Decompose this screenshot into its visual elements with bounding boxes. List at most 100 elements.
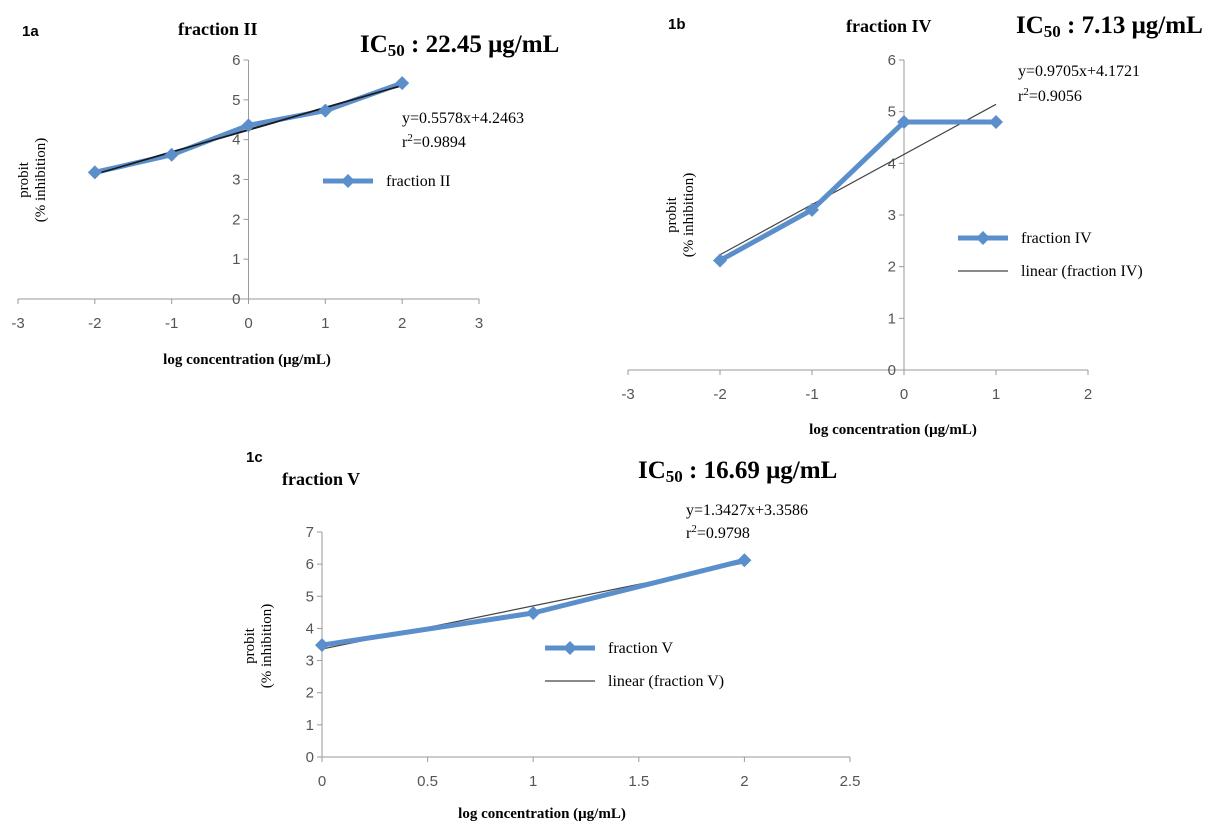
r-squared-prefix: r bbox=[402, 134, 408, 151]
y-tick-label: 4 bbox=[888, 155, 896, 172]
y-axis-title: probit(% inhibition) bbox=[664, 173, 697, 258]
x-tick-label: -2 bbox=[88, 315, 101, 332]
y-axis-title-line2: (% inhibition) bbox=[33, 138, 49, 223]
y-tick-label: 5 bbox=[232, 92, 240, 109]
data-point-marker bbox=[737, 553, 752, 568]
legend-marker bbox=[563, 641, 577, 655]
ic50-subscript: 50 bbox=[1044, 22, 1061, 41]
x-tick-label: -1 bbox=[805, 386, 818, 403]
x-tick-label: 0 bbox=[318, 773, 326, 790]
y-axis-title-line1: probit bbox=[242, 627, 258, 664]
r-squared-prefix: r bbox=[1018, 88, 1024, 105]
y-tick-label: 5 bbox=[306, 588, 314, 605]
trendline bbox=[719, 103, 997, 256]
y-tick-label: 2 bbox=[888, 259, 896, 276]
x-axis-title: log concentration (μg/mL) bbox=[458, 806, 626, 822]
r-squared-value: =0.9056 bbox=[1029, 88, 1082, 105]
data-point-marker bbox=[526, 606, 541, 620]
y-axis-title: probit(% inhibition) bbox=[16, 138, 49, 223]
r-squared-superscript: 2 bbox=[1023, 86, 1029, 98]
y-tick-label: 4 bbox=[306, 620, 314, 637]
x-tick-label: 2 bbox=[1084, 386, 1092, 403]
y-tick-label: 7 bbox=[306, 524, 314, 541]
x-tick-label: 0 bbox=[244, 315, 252, 332]
y-tick-label: 2 bbox=[306, 685, 314, 702]
ic50-value: : 7.13 μg/mL bbox=[1061, 12, 1203, 39]
r-squared: r2=0.9798 bbox=[686, 523, 750, 542]
data-point-marker bbox=[241, 118, 256, 133]
data-point-marker bbox=[989, 115, 1003, 129]
y-tick-label: 4 bbox=[232, 132, 240, 149]
ic50-prefix: IC bbox=[360, 31, 388, 58]
y-tick-label: 2 bbox=[232, 211, 240, 228]
x-tick-label: 0.5 bbox=[417, 773, 438, 790]
y-tick-label: 3 bbox=[232, 172, 240, 189]
panel-label: 1b bbox=[668, 16, 686, 33]
legend-marker bbox=[341, 174, 355, 188]
data-point-marker bbox=[87, 165, 102, 180]
legend: fraction IV linear (fraction IV) bbox=[958, 230, 1143, 280]
ic50-subscript: 50 bbox=[666, 467, 683, 486]
ic50-label: IC50 : 22.45 μg/mL bbox=[360, 31, 559, 60]
ic50-prefix: IC bbox=[1016, 12, 1044, 39]
data-point-marker bbox=[164, 147, 179, 162]
y-axis-title-line2: (% inhibition) bbox=[681, 173, 697, 258]
ic50-label: IC50 : 7.13 μg/mL bbox=[1016, 12, 1203, 41]
r-squared-superscript: 2 bbox=[691, 523, 697, 535]
r-squared: r2=0.9894 bbox=[402, 132, 466, 151]
legend-series-label: fraction II bbox=[386, 173, 450, 190]
y-axis-title-line1: probit bbox=[16, 161, 32, 198]
y-tick-label: 3 bbox=[306, 653, 314, 670]
x-tick-label: 1.5 bbox=[628, 773, 649, 790]
data-point-marker bbox=[315, 638, 329, 653]
legend: fraction II bbox=[323, 173, 450, 190]
x-tick-label: 2 bbox=[398, 315, 406, 332]
legend: fraction V linear (fraction V) bbox=[545, 640, 724, 690]
r-squared: r2=0.9056 bbox=[1018, 86, 1082, 105]
series-line bbox=[718, 119, 996, 263]
chart-1b: 0 1 2 3 4 5 6 -3 -2 -1 0 1 2 1b fraction IV IC50 : 7.13… bbox=[621, 12, 1202, 438]
ic50-prefix: IC bbox=[638, 457, 666, 484]
x-axis-title: log concentration (μg/mL) bbox=[163, 352, 331, 368]
y-tick-label: 0 bbox=[306, 749, 314, 766]
x-tick-label: 2 bbox=[740, 773, 748, 790]
chart-1a: 0 1 2 3 4 5 6 -3 -2 -1 0 1 2 3 1a fraction II IC50 : 22.… bbox=[11, 19, 559, 368]
r-squared-value: =0.9798 bbox=[697, 525, 750, 542]
data-point-marker bbox=[395, 76, 410, 91]
chart-title: fraction IV bbox=[846, 16, 931, 36]
legend-series-label: fraction IV bbox=[1021, 230, 1092, 247]
x-tick-label: -3 bbox=[11, 315, 24, 332]
panel-label: 1c bbox=[246, 449, 263, 466]
ic50-value: : 16.69 μg/mL bbox=[683, 457, 837, 484]
y-tick-label: 6 bbox=[888, 52, 896, 69]
y-axis-title-line2: (% inhibition) bbox=[259, 604, 275, 689]
legend-marker bbox=[976, 231, 990, 245]
legend-trend-label: linear (fraction IV) bbox=[1021, 263, 1143, 280]
series-line bbox=[321, 557, 746, 648]
y-tick-label: 1 bbox=[232, 251, 240, 268]
x-tick-label: -3 bbox=[621, 386, 634, 403]
y-tick-label: 1 bbox=[306, 717, 314, 734]
x-tick-label: 1 bbox=[992, 386, 1000, 403]
chart-1c: 0 1 2 3 4 5 6 7 0 0.5 1 1.5 2 2.5 1c fraction V IC50 : 1… bbox=[242, 449, 860, 822]
data-point-marker bbox=[805, 202, 819, 217]
x-tick-label: 2.5 bbox=[840, 773, 861, 790]
chart-title: fraction V bbox=[282, 469, 360, 489]
ic50-label: IC50 : 16.69 μg/mL bbox=[638, 457, 837, 486]
ic50-value: : 22.45 μg/mL bbox=[405, 31, 559, 58]
r-squared-prefix: r bbox=[686, 525, 692, 542]
regression-equation: y=0.9705x+4.1721 bbox=[1018, 63, 1140, 80]
x-tick-label: 3 bbox=[475, 315, 483, 332]
y-tick-label: 0 bbox=[232, 291, 240, 308]
x-tick-label: 1 bbox=[529, 773, 537, 790]
y-axis-title-line1: probit bbox=[664, 196, 680, 233]
data-point-marker bbox=[318, 103, 333, 118]
x-axis-title: log concentration (μg/mL) bbox=[809, 422, 977, 438]
regression-equation: y=0.5578x+4.2463 bbox=[402, 110, 524, 127]
y-tick-label: 0 bbox=[888, 362, 896, 379]
ic50-subscript: 50 bbox=[388, 41, 405, 60]
chart-title: fraction II bbox=[178, 19, 258, 39]
y-tick-label: 5 bbox=[888, 104, 896, 121]
x-tick-label: 0 bbox=[900, 386, 908, 403]
legend-series-label: fraction V bbox=[608, 640, 673, 657]
